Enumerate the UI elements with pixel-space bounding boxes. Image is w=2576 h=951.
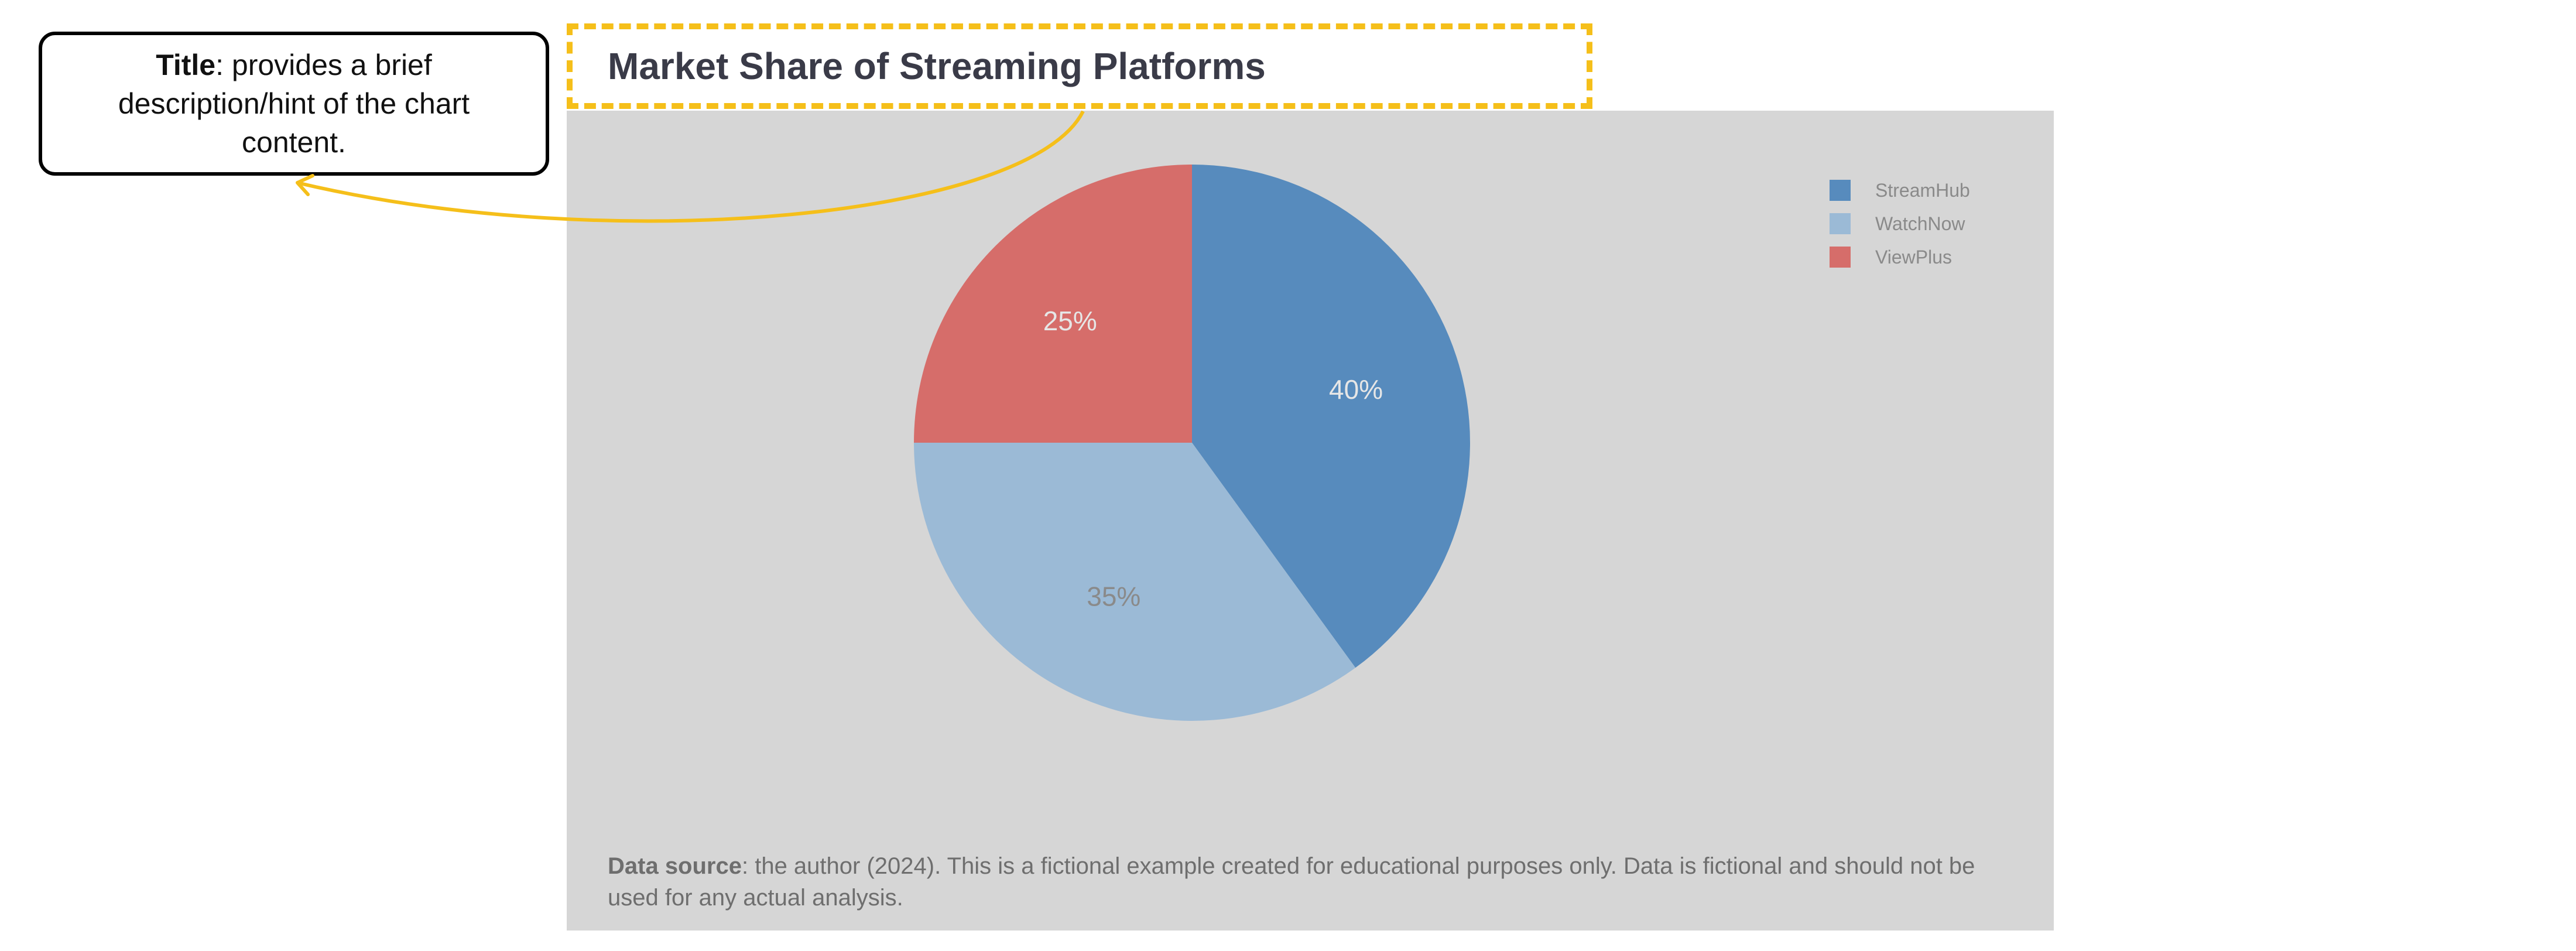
pie-slice-watchnow [914,443,1356,721]
pie-slice-viewplus [914,165,1192,443]
legend-swatch-viewplus [1830,247,1851,268]
legend-swatch-streamhub [1830,180,1851,201]
slice-label-watchnow: 35% [1087,581,1140,611]
legend-label-watchnow: WatchNow [1875,213,1965,234]
legend: StreamHub WatchNow ViewPlus [1830,180,1970,268]
slice-label-streamhub: 40% [1329,374,1383,405]
chart-title: Market Share of Streaming Platforms [608,45,1266,87]
legend-label-streamhub: StreamHub [1875,180,1970,201]
data-source-note: Data source: the author (2024). This is … [608,850,2001,914]
legend-label-viewplus: ViewPlus [1875,247,1952,268]
data-source-text: : the author (2024). This is a fictional… [608,853,1975,911]
annotation-keyword: Title [156,49,216,81]
annotation-description: : provides a brief description/hint of t… [118,49,470,159]
slice-label-viewplus: 25% [1043,306,1097,336]
data-source-label: Data source [608,853,742,879]
legend-swatch-watchnow [1830,213,1851,234]
annotation-text: Title: provides a brief description/hint… [66,46,522,162]
annotation-callout: Title: provides a brief description/hint… [39,32,549,176]
pie-slice-streamhub [1192,165,1470,668]
title-highlight-box: Market Share of Streaming Platforms [567,23,1592,109]
